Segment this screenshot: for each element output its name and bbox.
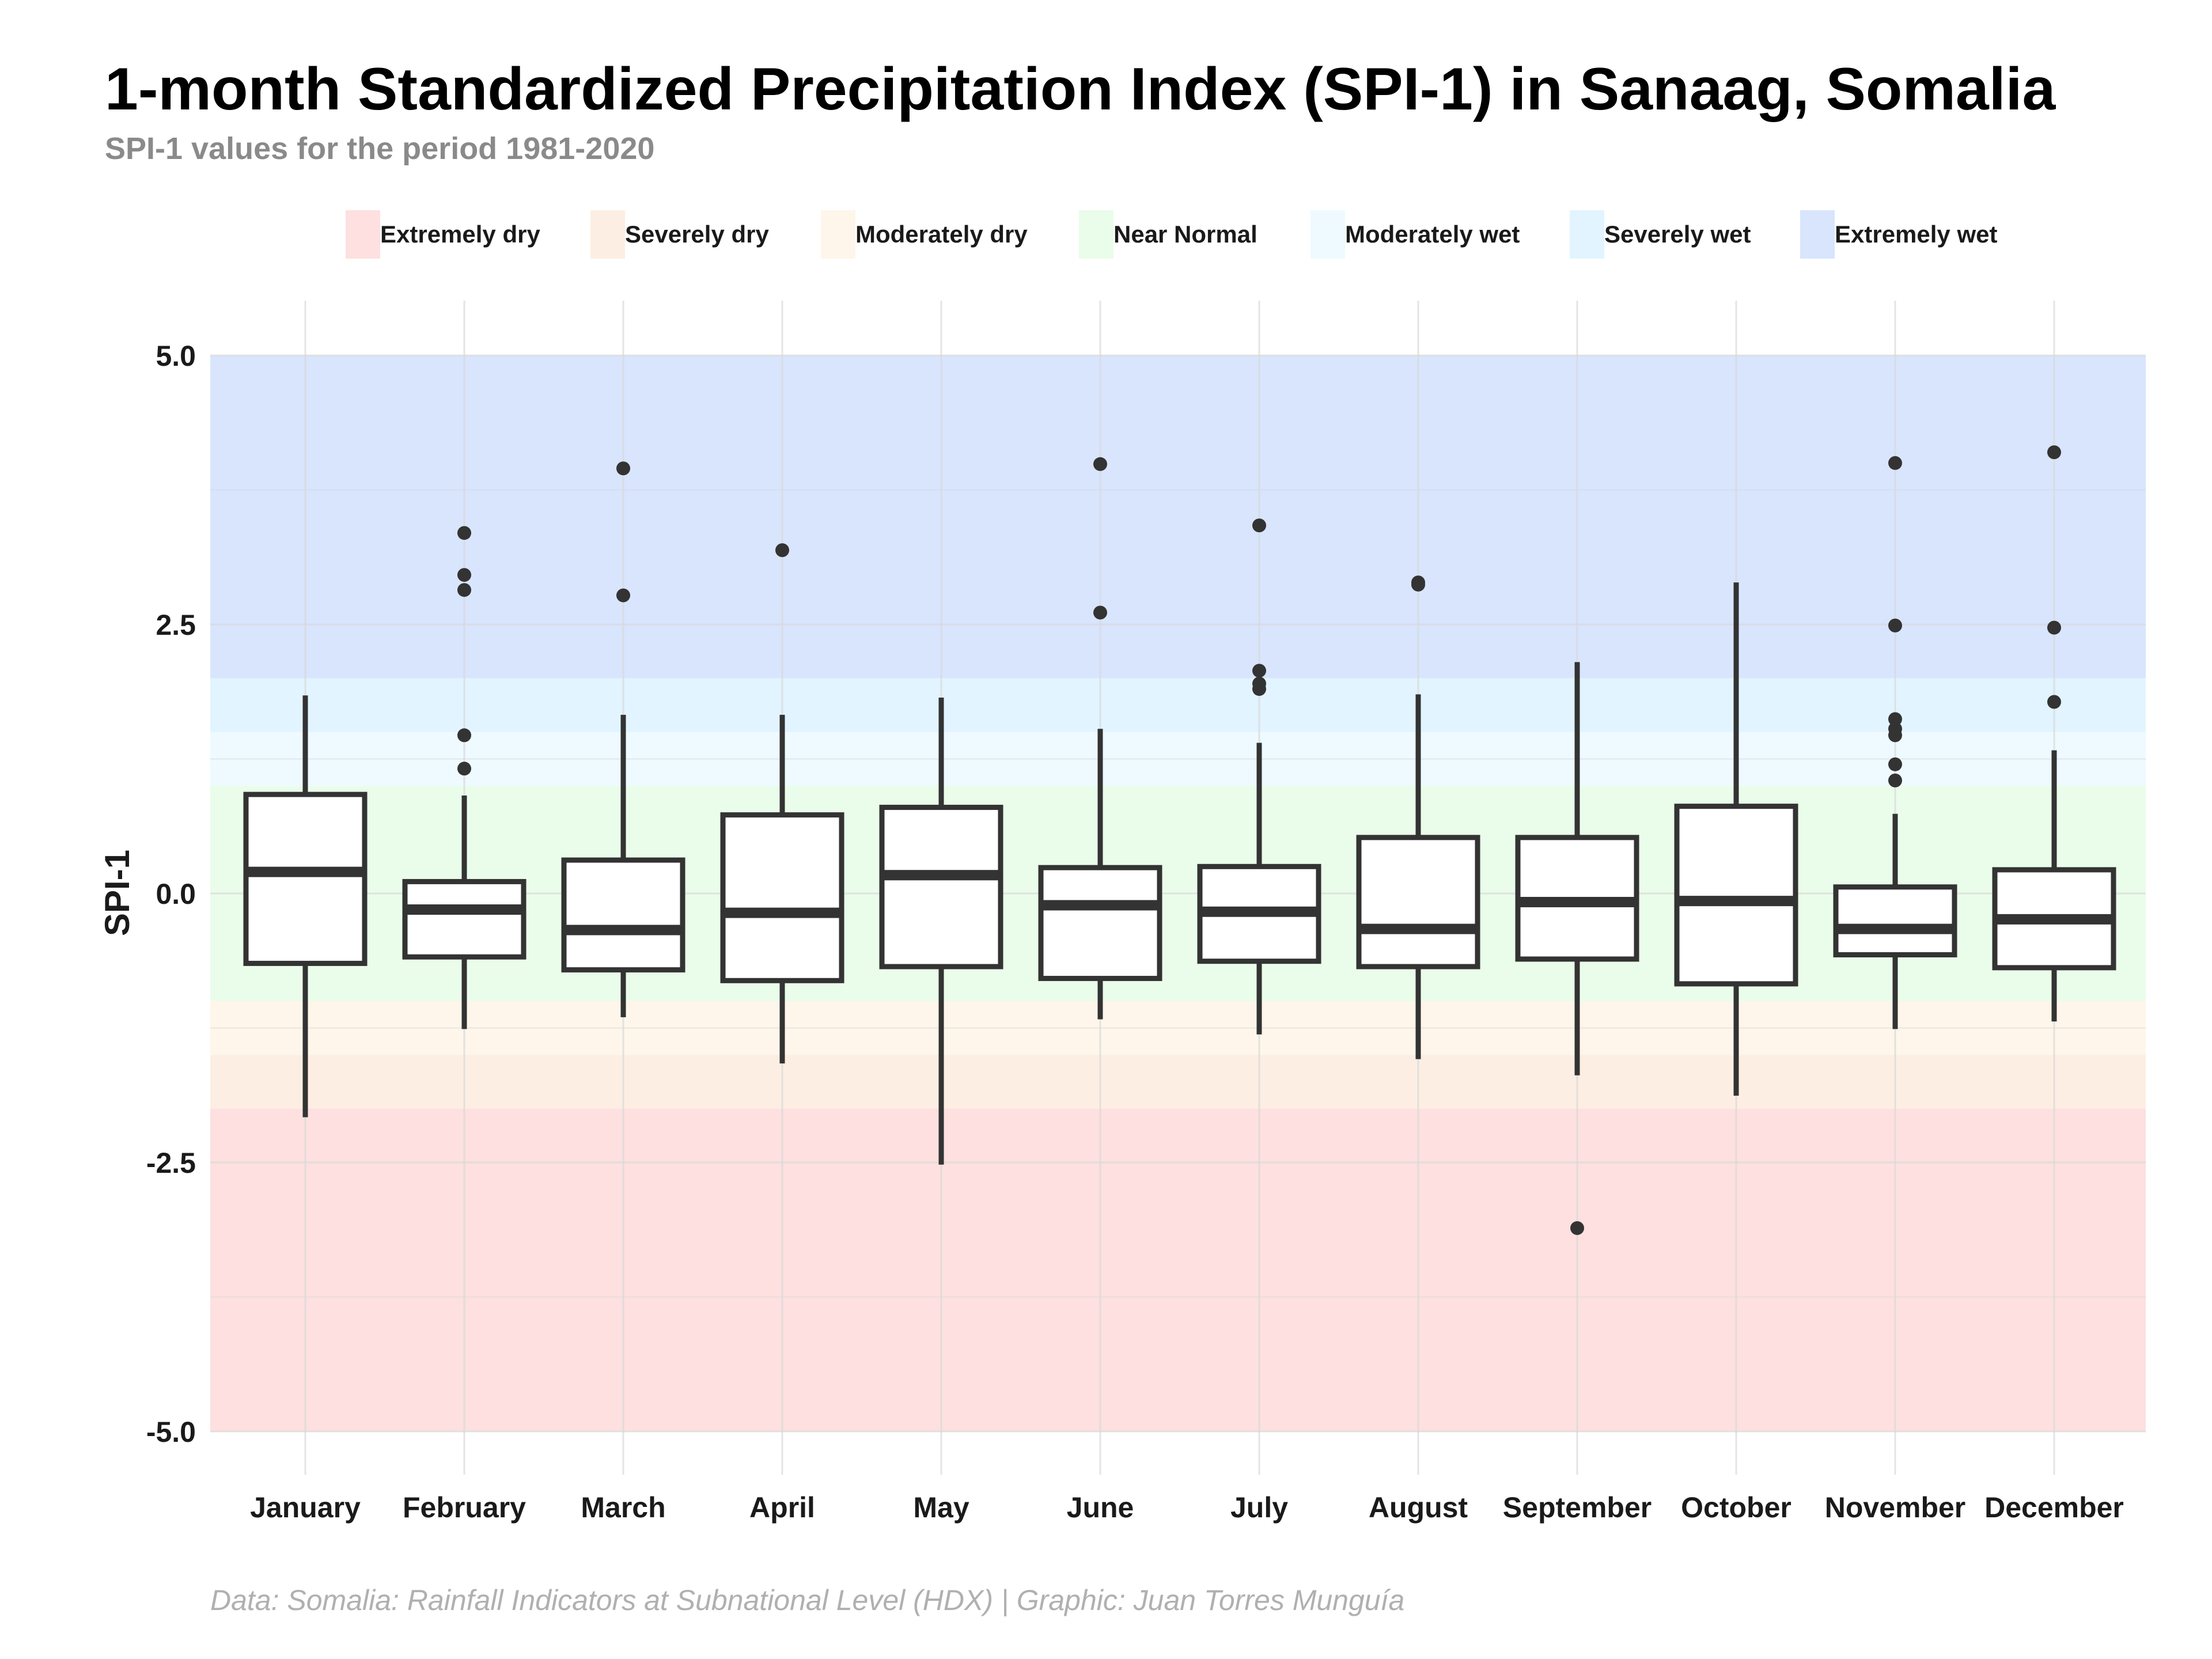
- box-iqr: [879, 805, 1003, 969]
- x-tick-label: July: [1230, 1491, 1288, 1524]
- outlier-point: [616, 588, 630, 603]
- legend-item-severely-wet: Severely wet: [1570, 210, 1751, 259]
- box-iqr: [1038, 865, 1162, 982]
- x-tick-label: February: [403, 1491, 526, 1524]
- outlier-point: [1093, 457, 1107, 471]
- box-iqr: [561, 857, 685, 973]
- outlier-point: [775, 543, 789, 558]
- legend-swatch: [821, 210, 855, 259]
- y-tick-label: 0.0: [156, 878, 196, 910]
- legend-item-extremely-dry: Extremely dry: [346, 210, 540, 259]
- legend: Extremely dry Severely dry Moderately dry N…: [346, 210, 1997, 259]
- outlier-point: [457, 728, 471, 743]
- box-iqr: [1833, 884, 1957, 957]
- outlier-point: [1252, 518, 1266, 533]
- y-tick-label: -5.0: [146, 1416, 196, 1448]
- legend-label: Near Normal: [1113, 221, 1257, 248]
- x-tick-label: December: [1984, 1491, 2124, 1524]
- box-series: [243, 445, 2116, 1235]
- box-iqr: [1356, 835, 1480, 969]
- y-axis-title: SPI-1: [98, 850, 137, 936]
- legend-swatch: [1800, 210, 1835, 259]
- box-iqr: [720, 812, 844, 983]
- legend-item-severely-dry: Severely dry: [590, 210, 769, 259]
- box-may: [879, 698, 1003, 1165]
- legend-item-extremely-wet: Extremely wet: [1800, 210, 1997, 259]
- x-tick-label: May: [913, 1491, 969, 1524]
- outlier-point: [2047, 445, 2061, 460]
- box-june: [1038, 457, 1162, 1020]
- box-march: [561, 461, 685, 1017]
- box-april: [720, 543, 844, 1064]
- legend-item-moderately-wet: Moderately wet: [1310, 210, 1520, 259]
- outlier-point: [457, 583, 471, 597]
- box-iqr: [1674, 804, 1798, 987]
- y-tick-label: -2.5: [146, 1147, 196, 1179]
- legend-item-moderately-dry: Moderately dry: [821, 210, 1028, 259]
- y-axis-ticks: 5.0 2.5 0.0 -2.5 -5.0: [146, 340, 196, 1448]
- band-extremely-dry: [210, 1108, 2146, 1431]
- legend-swatch: [590, 210, 625, 259]
- outlier-point: [1888, 712, 1902, 726]
- legend-item-near-normal: Near Normal: [1079, 210, 1257, 259]
- outlier-point: [1570, 1221, 1584, 1235]
- box-october: [1674, 582, 1798, 1096]
- outlier-point: [1888, 728, 1902, 743]
- outlier-point: [1411, 577, 1425, 592]
- outlier-point: [1093, 605, 1107, 620]
- outlier-point: [457, 568, 471, 582]
- legend-swatch: [346, 210, 380, 259]
- y-tick-label: 2.5: [156, 609, 196, 641]
- legend-label: Moderately wet: [1345, 221, 1520, 248]
- x-tick-label: March: [581, 1491, 665, 1524]
- outlier-point: [2047, 695, 2061, 709]
- box-august: [1356, 575, 1480, 1059]
- box-september: [1515, 662, 1639, 1235]
- box-december: [1992, 445, 2116, 1022]
- x-tick-label: April: [749, 1491, 815, 1524]
- outlier-point: [1888, 618, 1902, 632]
- legend-label: Extremely wet: [1835, 221, 1997, 248]
- band-severely-dry: [210, 1055, 2146, 1109]
- legend-label: Severely dry: [625, 221, 769, 248]
- x-tick-label: January: [250, 1491, 361, 1524]
- outlier-point: [457, 526, 471, 540]
- x-tick-label: August: [1369, 1491, 1468, 1524]
- outlier-point: [1252, 682, 1266, 696]
- chart-subtitle: SPI-1 values for the period 1981-2020: [105, 131, 654, 166]
- outlier-point: [1888, 757, 1902, 771]
- x-tick-label: November: [1825, 1491, 1966, 1524]
- legend-label: Moderately dry: [855, 221, 1028, 248]
- outlier-point: [1888, 456, 1902, 470]
- caption: Data: Somalia: Rainfall Indicators at Su…: [210, 1584, 1404, 1617]
- legend-swatch: [1079, 210, 1113, 259]
- box-february: [402, 526, 527, 1029]
- legend-label: Extremely dry: [380, 221, 540, 248]
- box-iqr: [402, 878, 527, 960]
- box-iqr: [243, 791, 368, 966]
- legend-swatch: [1570, 210, 1604, 259]
- outlier-point: [1888, 773, 1902, 787]
- legend-label: Severely wet: [1604, 221, 1751, 248]
- outlier-point: [1252, 664, 1266, 678]
- y-tick-label: 5.0: [156, 340, 196, 372]
- x-axis-ticks: January February March April May June July Augu…: [250, 1491, 2124, 1524]
- chart-title: 1-month Standardized Precipitation Index…: [105, 56, 2056, 123]
- x-tick-label: October: [1681, 1491, 1791, 1524]
- band-extremely-wet: [210, 355, 2146, 679]
- x-tick-label: June: [1067, 1491, 1134, 1524]
- band-severely-wet: [210, 678, 2146, 732]
- outlier-point: [2047, 620, 2061, 635]
- outlier-point: [457, 762, 471, 776]
- x-tick-label: September: [1503, 1491, 1652, 1524]
- box-july: [1197, 518, 1321, 1035]
- box-january: [243, 695, 368, 1118]
- outlier-point: [616, 461, 630, 476]
- box-november: [1833, 456, 1957, 1029]
- legend-swatch: [1310, 210, 1345, 259]
